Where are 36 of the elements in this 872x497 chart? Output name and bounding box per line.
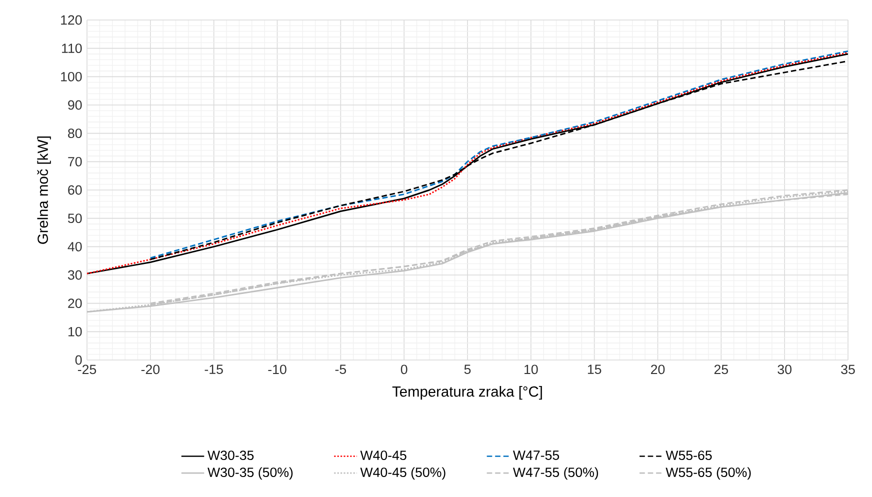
x-tick-label: 5 (464, 364, 471, 374)
x-tick-label: -15 (204, 364, 223, 374)
legend-label: W30-35 (208, 450, 254, 460)
y-tick-label: 120 (61, 15, 82, 25)
y-axis-title: Grelna moč [kW] (37, 136, 51, 244)
y-tick-label: 70 (68, 156, 82, 166)
x-tick-label: 15 (588, 364, 602, 374)
y-tick-label: 40 (68, 242, 82, 252)
x-tick-label: -5 (335, 364, 346, 374)
legend-label: W47-55 (50%) (512, 467, 598, 480)
x-tick-label: 20 (651, 364, 665, 374)
x-tick-label: -20 (141, 364, 160, 374)
legend-label: W47-55 (512, 450, 560, 460)
legend-label: W55-65 (666, 450, 712, 460)
x-tick-label: -25 (78, 364, 96, 374)
y-tick-label: 100 (61, 72, 82, 82)
legend-label: W30-35 (50%) (208, 467, 293, 480)
x-tick-label: -10 (268, 364, 286, 374)
y-tick-label: 30 (68, 270, 82, 280)
legend-label: W40-45 (50%) (360, 467, 446, 480)
x-tick-label: 10 (524, 364, 538, 374)
y-tick-label: 10 (68, 326, 82, 336)
y-tick-label: 90 (68, 100, 82, 110)
x-tick-label: 30 (778, 364, 792, 374)
legend-label: W40-45 (360, 450, 406, 460)
x-tick-label: 25 (714, 364, 728, 374)
legend-label: W55-65 (50%) (666, 467, 751, 480)
x-axis-title: Temperatura zraka [°C] (392, 386, 542, 400)
y-tick-label: 80 (68, 128, 82, 138)
y-tick-label: 60 (68, 185, 82, 195)
y-tick-label: 0 (75, 355, 82, 365)
y-tick-label: 110 (62, 44, 82, 54)
y-tick-label: 20 (68, 298, 82, 308)
x-tick-label: 35 (841, 364, 855, 374)
y-tick-label: 50 (68, 214, 82, 224)
x-tick-label: 0 (400, 364, 408, 374)
